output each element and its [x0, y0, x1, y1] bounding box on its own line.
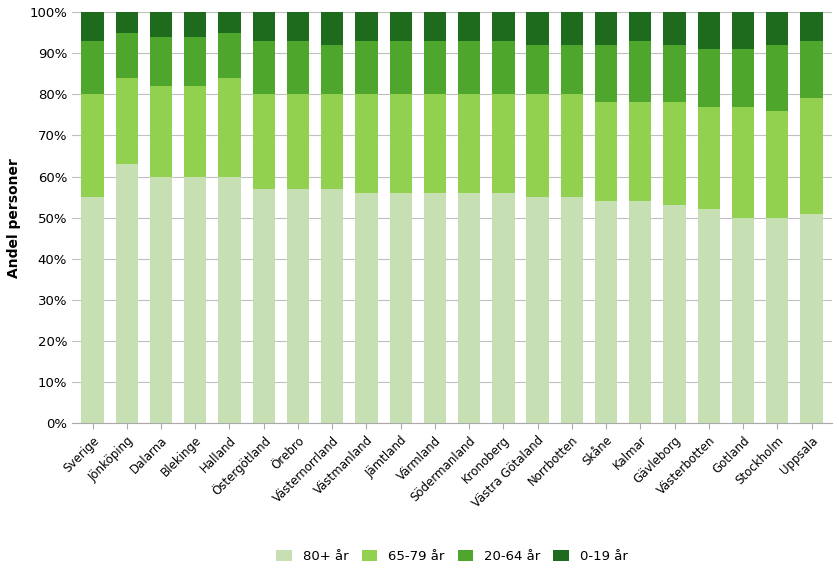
Bar: [698, 12, 720, 49]
Bar: [424, 94, 446, 193]
Bar: [321, 189, 343, 423]
Bar: [184, 12, 206, 36]
Bar: [253, 12, 275, 41]
Bar: [287, 189, 309, 423]
Bar: [253, 41, 275, 94]
Bar: [287, 12, 309, 41]
Bar: [595, 201, 618, 423]
Bar: [664, 12, 685, 45]
Bar: [116, 32, 138, 78]
Bar: [184, 36, 206, 86]
Bar: [424, 193, 446, 423]
Bar: [287, 41, 309, 94]
Bar: [595, 45, 618, 102]
Bar: [253, 94, 275, 189]
Bar: [732, 218, 754, 423]
Bar: [629, 102, 651, 201]
Legend: 80+ år, 65-79 år, 20-64 år, 0-19 år: 80+ år, 65-79 år, 20-64 år, 0-19 år: [271, 545, 633, 569]
Bar: [389, 94, 412, 193]
Bar: [527, 12, 549, 45]
Bar: [321, 12, 343, 45]
Bar: [321, 45, 343, 94]
Bar: [560, 45, 583, 94]
Bar: [356, 41, 378, 94]
Bar: [664, 205, 685, 423]
Bar: [184, 86, 206, 176]
Bar: [81, 197, 104, 423]
Bar: [458, 193, 480, 423]
Bar: [527, 94, 549, 197]
Bar: [766, 111, 789, 218]
Bar: [492, 94, 514, 193]
Bar: [81, 41, 104, 94]
Bar: [492, 41, 514, 94]
Y-axis label: Andel personer: Andel personer: [7, 158, 21, 278]
Bar: [150, 176, 172, 423]
Bar: [389, 41, 412, 94]
Bar: [150, 36, 172, 86]
Bar: [184, 176, 206, 423]
Bar: [800, 98, 823, 213]
Bar: [287, 94, 309, 189]
Bar: [732, 12, 754, 49]
Bar: [389, 12, 412, 41]
Bar: [766, 45, 789, 111]
Bar: [560, 197, 583, 423]
Bar: [698, 106, 720, 209]
Bar: [527, 197, 549, 423]
Bar: [116, 78, 138, 164]
Bar: [81, 94, 104, 197]
Bar: [150, 86, 172, 176]
Bar: [766, 218, 789, 423]
Bar: [629, 41, 651, 102]
Bar: [458, 41, 480, 94]
Bar: [218, 12, 241, 32]
Bar: [356, 193, 378, 423]
Bar: [218, 32, 241, 78]
Bar: [664, 102, 685, 205]
Bar: [356, 94, 378, 193]
Bar: [150, 12, 172, 36]
Bar: [595, 12, 618, 45]
Bar: [321, 94, 343, 189]
Bar: [800, 213, 823, 423]
Bar: [800, 12, 823, 41]
Bar: [698, 209, 720, 423]
Bar: [424, 41, 446, 94]
Bar: [458, 12, 480, 41]
Bar: [81, 12, 104, 41]
Bar: [732, 106, 754, 218]
Bar: [424, 12, 446, 41]
Bar: [698, 49, 720, 106]
Bar: [492, 12, 514, 41]
Bar: [732, 49, 754, 106]
Bar: [595, 102, 618, 201]
Bar: [389, 193, 412, 423]
Bar: [116, 12, 138, 32]
Bar: [116, 164, 138, 423]
Bar: [356, 12, 378, 41]
Bar: [560, 12, 583, 45]
Bar: [253, 189, 275, 423]
Bar: [527, 45, 549, 94]
Bar: [218, 78, 241, 176]
Bar: [766, 12, 789, 45]
Bar: [664, 45, 685, 102]
Bar: [560, 94, 583, 197]
Bar: [218, 176, 241, 423]
Bar: [458, 94, 480, 193]
Bar: [492, 193, 514, 423]
Bar: [800, 41, 823, 98]
Bar: [629, 12, 651, 41]
Bar: [629, 201, 651, 423]
